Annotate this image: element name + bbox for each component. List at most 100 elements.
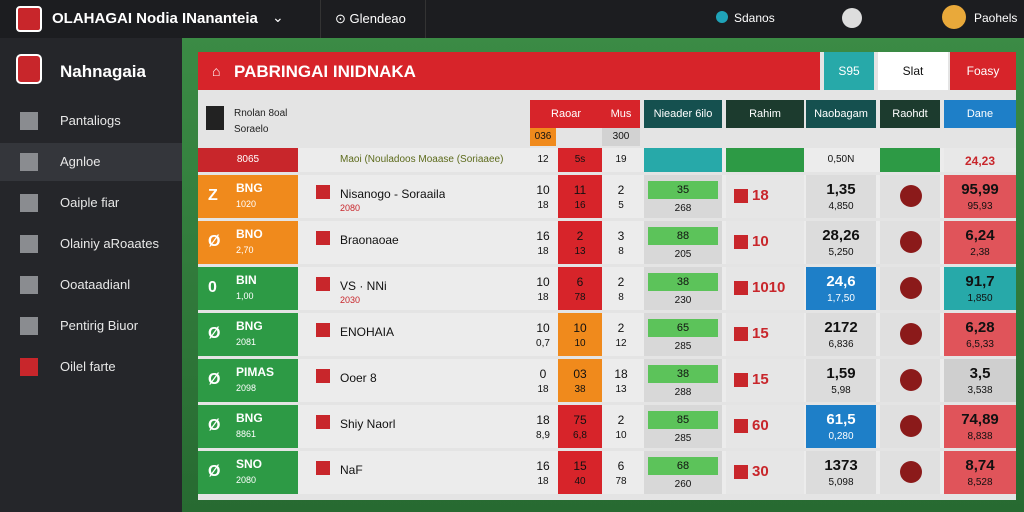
rank-code: BIN xyxy=(236,273,257,287)
n2-cell: 6 78 xyxy=(558,267,602,310)
n3: 2 xyxy=(617,275,625,289)
rank-code: BNG xyxy=(236,181,263,195)
column-label: Raohdt xyxy=(892,108,928,120)
n2-sub: 38 xyxy=(574,384,586,395)
g-sub: 95,93 xyxy=(967,201,993,212)
e-cell: 1,35 4,850 xyxy=(806,175,876,218)
table-row[interactable]: Ø PIMAS 2098 Ooer 8 0 18 03 38 18 13 38 288 15 1,59 5,… xyxy=(198,359,1016,402)
c-pill: 85 xyxy=(648,411,718,429)
n3: 3 xyxy=(617,229,625,243)
team-flag xyxy=(316,231,330,245)
column-label: Dane xyxy=(966,108,994,120)
rank-badge: Ø xyxy=(208,463,221,480)
d-icon xyxy=(734,465,748,479)
e-sub: 0,280 xyxy=(828,431,854,442)
g-value: 8,74 xyxy=(965,457,995,474)
n2: 2 xyxy=(576,229,584,243)
g-value: 91,7 xyxy=(965,273,995,290)
d-value: 15 xyxy=(752,325,769,342)
nav-item[interactable]: Pentirig Biuor xyxy=(0,307,182,345)
team-flag xyxy=(316,323,330,337)
lead-team: Maoi (Nouladoos Moaase (Soriaaee) xyxy=(340,154,504,165)
header-button[interactable]: Foasy xyxy=(950,52,1016,90)
icon[interactable] xyxy=(842,8,862,28)
c-sub: 285 xyxy=(674,341,692,352)
table-row[interactable]: Z BNG 1020 Nisanogo - Soraaila 2080 10 18 11 16 2… xyxy=(198,175,1016,218)
nav-item[interactable]: Pantaliogs xyxy=(0,102,182,140)
panel: ⌂ PABRINGAI INIDNAKA S95 Slat Foasy Raoar Mu… xyxy=(198,52,1016,500)
f-cell xyxy=(880,359,940,402)
nav-label: Agnloe xyxy=(60,154,101,169)
f-cell xyxy=(880,175,940,218)
table-row[interactable]: 0 BIN 1,00 VS · NNi 2030 10 18 6 78 2 8 38 230 1010 24… xyxy=(198,267,1016,310)
table-row[interactable]: Ø BNO 2,70 Braonaoae 16 18 2 13 3 8 88 205 10 28,26 5,… xyxy=(198,221,1016,264)
n2: 10 xyxy=(573,321,587,335)
c-cell: 38 288 xyxy=(644,359,722,402)
g-sub: 1,850 xyxy=(967,293,993,304)
e-sub: 5,250 xyxy=(828,247,854,258)
lead-n2-text: 5s xyxy=(574,154,586,165)
n3: 2 xyxy=(617,183,625,197)
e-value: 28,26 xyxy=(822,227,860,244)
nav-icon xyxy=(20,235,38,253)
user[interactable]: Paohels xyxy=(974,11,1018,25)
c-value: 85 xyxy=(676,414,690,426)
table-row[interactable]: Ø SNO 2080 NaF 16 18 15 40 6 78 68 260 30 1373 5,098 8,… xyxy=(198,451,1016,494)
g-cell: 8,74 8,528 xyxy=(944,451,1016,494)
team-name: Braonaoae xyxy=(340,233,399,247)
c-value: 68 xyxy=(676,460,690,472)
nav-item[interactable]: Oilel farte xyxy=(0,348,182,386)
n2-cell: 2 13 xyxy=(558,221,602,264)
club-icon xyxy=(900,415,922,437)
c-pill: 68 xyxy=(648,457,718,475)
n2-sub: 6,8 xyxy=(573,430,587,441)
g-cell: 3,5 3,538 xyxy=(944,359,1016,402)
rank-cell: 0 BIN 1,00 xyxy=(198,267,298,310)
status[interactable]: Sdanos xyxy=(734,11,775,25)
g-value: 95,99 xyxy=(961,181,999,198)
team-flag xyxy=(316,277,330,291)
n3: 2 xyxy=(617,413,625,427)
table-row[interactable]: Ø BNG 8861 Shiy Naorl 18 8,9 75 6,8 2 10 85 285 60 61… xyxy=(198,405,1016,448)
rank-sub: 2080 xyxy=(236,475,257,485)
c-sub: 268 xyxy=(674,203,692,214)
nav-label: Pantaliogs xyxy=(60,113,121,128)
nav-item[interactable]: Ooataadianl xyxy=(0,266,182,304)
header-button[interactable]: Slat xyxy=(878,52,948,90)
n1: 16 xyxy=(536,459,550,473)
c-pill: 35 xyxy=(648,181,718,199)
rank-code: SNO xyxy=(236,457,263,471)
rank-code: BNG xyxy=(236,411,263,425)
avatar[interactable] xyxy=(942,5,966,29)
n1-sub: 18 xyxy=(537,292,549,303)
n2-cell: 03 38 xyxy=(558,359,602,402)
subheader-label: 036 xyxy=(534,131,552,142)
team-name: Shiy Naorl xyxy=(340,417,396,431)
n1-sub: 8,9 xyxy=(536,430,550,441)
c-sub: 285 xyxy=(674,433,692,444)
table-row[interactable]: Ø BNG 2081 ENOHAIA 10 0,7 10 10 2 12 65 285 15 2172 6,… xyxy=(198,313,1016,356)
f-cell xyxy=(880,221,940,264)
column-header: Raohdt xyxy=(880,100,940,128)
nav-item[interactable]: Olainiy aRoaates xyxy=(0,225,182,263)
d-icon xyxy=(734,327,748,341)
team-flag xyxy=(316,415,330,429)
team-name: Ooer 8 xyxy=(340,371,377,385)
n3-sub: 12 xyxy=(615,338,627,349)
d-cell: 10 xyxy=(726,221,804,264)
g-cell: 91,7 1,850 xyxy=(944,267,1016,310)
n2: 6 xyxy=(576,275,584,289)
nav-item[interactable]: Agnloe xyxy=(0,143,182,181)
tab[interactable]: ⊙ Glendeao xyxy=(320,0,426,38)
c-sub: 260 xyxy=(674,479,692,490)
lead-g-text: 24,23 xyxy=(964,154,996,168)
dropdown[interactable]: ⌄ xyxy=(272,9,284,25)
club-icon xyxy=(900,231,922,253)
column-header: Nieader 6ilo xyxy=(644,100,722,128)
c-pill: 38 xyxy=(648,365,718,383)
nav-item[interactable]: Oaiple fiar xyxy=(0,184,182,222)
lead-c xyxy=(644,148,722,172)
header-button[interactable]: S95 xyxy=(824,52,874,90)
g-cell: 95,99 95,93 xyxy=(944,175,1016,218)
